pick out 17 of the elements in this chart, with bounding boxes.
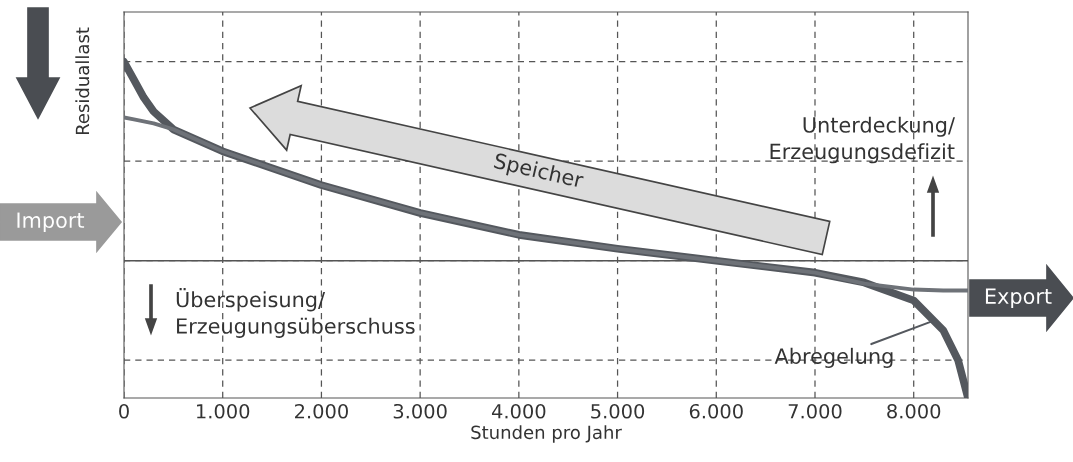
x-tick-label: 4.000 (491, 403, 546, 419)
x-tick-label: 2.000 (295, 403, 348, 419)
text: Export (985, 288, 1052, 309)
y-axis-title: Residuallast (75, 27, 90, 135)
x-axis-title: Stunden pro Jahr (471, 425, 622, 443)
annotation: Überspeisung/ Erzeugungsüberschuss (176, 288, 415, 338)
x-tick-label: 3.000 (393, 403, 447, 419)
x-tick-label: 5.000 (591, 403, 645, 419)
annotation: Speicher (492, 152, 585, 193)
annotation: Unterdeckung/ Erzeugungsdefizit (770, 116, 955, 164)
x-tick-label: 7.000 (788, 403, 842, 419)
x-tick-label: 6.000 (689, 403, 743, 419)
x-tick-label: 0 (119, 403, 129, 419)
text: Import (17, 212, 85, 233)
x-tick-label: 8.000 (887, 403, 941, 419)
x-tick-label: 1.000 (197, 403, 250, 419)
annotation: Abregelung (774, 347, 893, 368)
